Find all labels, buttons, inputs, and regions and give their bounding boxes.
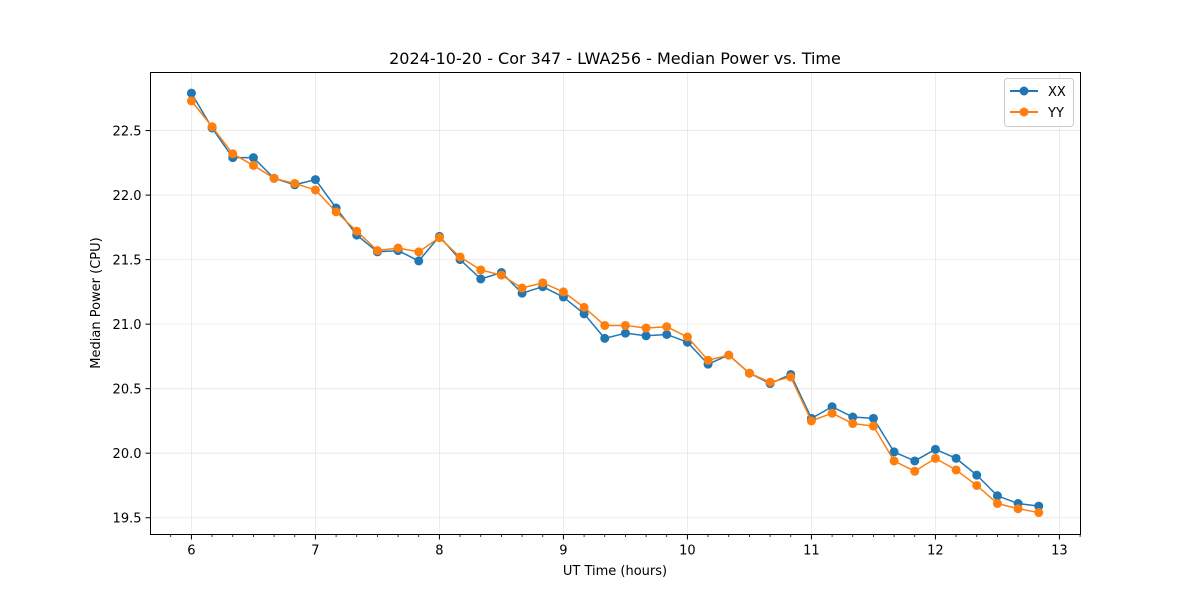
data-point-yy <box>972 480 982 490</box>
data-point-xx <box>1034 501 1044 511</box>
data-point-xx <box>310 175 320 185</box>
data-point-xx <box>620 328 630 338</box>
data-point-yy <box>724 350 734 360</box>
data-point-xx <box>662 329 672 339</box>
data-point-yy <box>868 421 878 431</box>
data-point-yy <box>310 185 320 195</box>
data-point-yy <box>806 416 816 426</box>
data-point-yy <box>682 332 692 342</box>
y-tick-label: 22.0 <box>113 189 142 204</box>
data-point-xx <box>930 444 940 454</box>
data-point-yy <box>662 322 672 332</box>
data-point-yy <box>910 466 920 476</box>
data-point-xx <box>827 402 837 412</box>
data-point-yy <box>186 96 196 106</box>
data-point-xx <box>476 274 486 284</box>
data-point-yy <box>434 233 444 243</box>
grid <box>150 72 1081 535</box>
y-axis-label: Median Power (CPU) <box>89 237 104 368</box>
legend-label-xx: XX <box>1048 85 1066 100</box>
data-point-yy <box>476 265 486 275</box>
data-point-yy <box>414 247 424 257</box>
chart-title: 2024-10-20 - Cor 347 - LWA256 - Median P… <box>389 49 841 68</box>
data-point-yy <box>538 278 548 288</box>
x-tick-label: 6 <box>187 544 195 559</box>
x-tick-label: 11 <box>803 544 820 559</box>
data-point-xx <box>992 491 1002 501</box>
x-tick-label: 12 <box>927 544 944 559</box>
series-layer <box>186 88 1044 518</box>
x-tick-label: 7 <box>311 544 319 559</box>
data-point-yy <box>744 368 754 378</box>
data-point-xx <box>848 412 858 422</box>
plot-frame <box>150 72 1081 535</box>
data-point-yy <box>641 323 651 333</box>
y-tick-label: 22.5 <box>113 125 142 140</box>
y-tick-label: 19.5 <box>113 512 142 527</box>
data-point-xx <box>600 333 610 343</box>
data-point-yy <box>372 246 382 256</box>
data-point-yy <box>951 465 961 475</box>
data-point-yy <box>600 320 610 330</box>
data-point-xx <box>248 153 258 163</box>
legend: XX YY <box>1004 78 1074 127</box>
data-point-yy <box>579 302 589 312</box>
data-point-yy <box>331 207 341 217</box>
data-point-yy <box>992 499 1002 509</box>
legend-label-yy: YY <box>1047 106 1064 121</box>
data-point-yy <box>558 287 568 297</box>
x-tick-label: 10 <box>679 544 696 559</box>
x-axis: 6 7 8 9 10 11 12 13 <box>170 534 1081 559</box>
data-point-yy <box>848 419 858 429</box>
data-point-yy <box>930 453 940 463</box>
data-point-yy <box>228 149 238 159</box>
x-tick-label: 8 <box>435 544 443 559</box>
data-point-xx <box>972 470 982 480</box>
y-tick-label: 20.5 <box>113 383 142 398</box>
data-point-yy <box>207 122 217 132</box>
y-tick-label: 20.0 <box>113 447 142 462</box>
data-point-xx <box>414 256 424 266</box>
legend-marker-xx <box>1019 86 1029 96</box>
x-tick-label: 9 <box>559 544 567 559</box>
data-point-yy <box>827 408 837 418</box>
x-tick-label: 13 <box>1051 544 1068 559</box>
data-point-yy <box>455 252 465 262</box>
data-point-yy <box>290 178 300 188</box>
data-point-xx <box>889 447 899 457</box>
data-point-xx <box>951 453 961 463</box>
data-point-xx <box>641 331 651 341</box>
data-point-yy <box>889 456 899 466</box>
x-axis-label: UT Time (hours) <box>563 564 667 579</box>
data-point-yy <box>496 270 506 280</box>
legend-marker-yy <box>1019 107 1029 117</box>
data-point-yy <box>1034 508 1044 518</box>
y-tick-label: 21.5 <box>113 254 142 269</box>
data-point-yy <box>1013 504 1023 514</box>
y-tick-label: 21.0 <box>113 318 142 333</box>
data-point-xx <box>868 413 878 423</box>
data-point-yy <box>517 283 527 293</box>
data-point-yy <box>703 355 713 365</box>
data-point-xx <box>186 88 196 98</box>
data-point-yy <box>620 320 630 330</box>
data-point-xx <box>579 309 589 319</box>
data-point-xx <box>910 456 920 466</box>
data-point-yy <box>269 173 279 183</box>
data-point-yy <box>765 377 775 387</box>
data-point-yy <box>786 372 796 382</box>
data-point-yy <box>352 226 362 236</box>
data-point-yy <box>248 160 258 170</box>
y-axis: 19.5 20.0 20.5 21.0 21.5 22.0 22.5 <box>113 125 151 527</box>
data-point-yy <box>393 243 403 253</box>
